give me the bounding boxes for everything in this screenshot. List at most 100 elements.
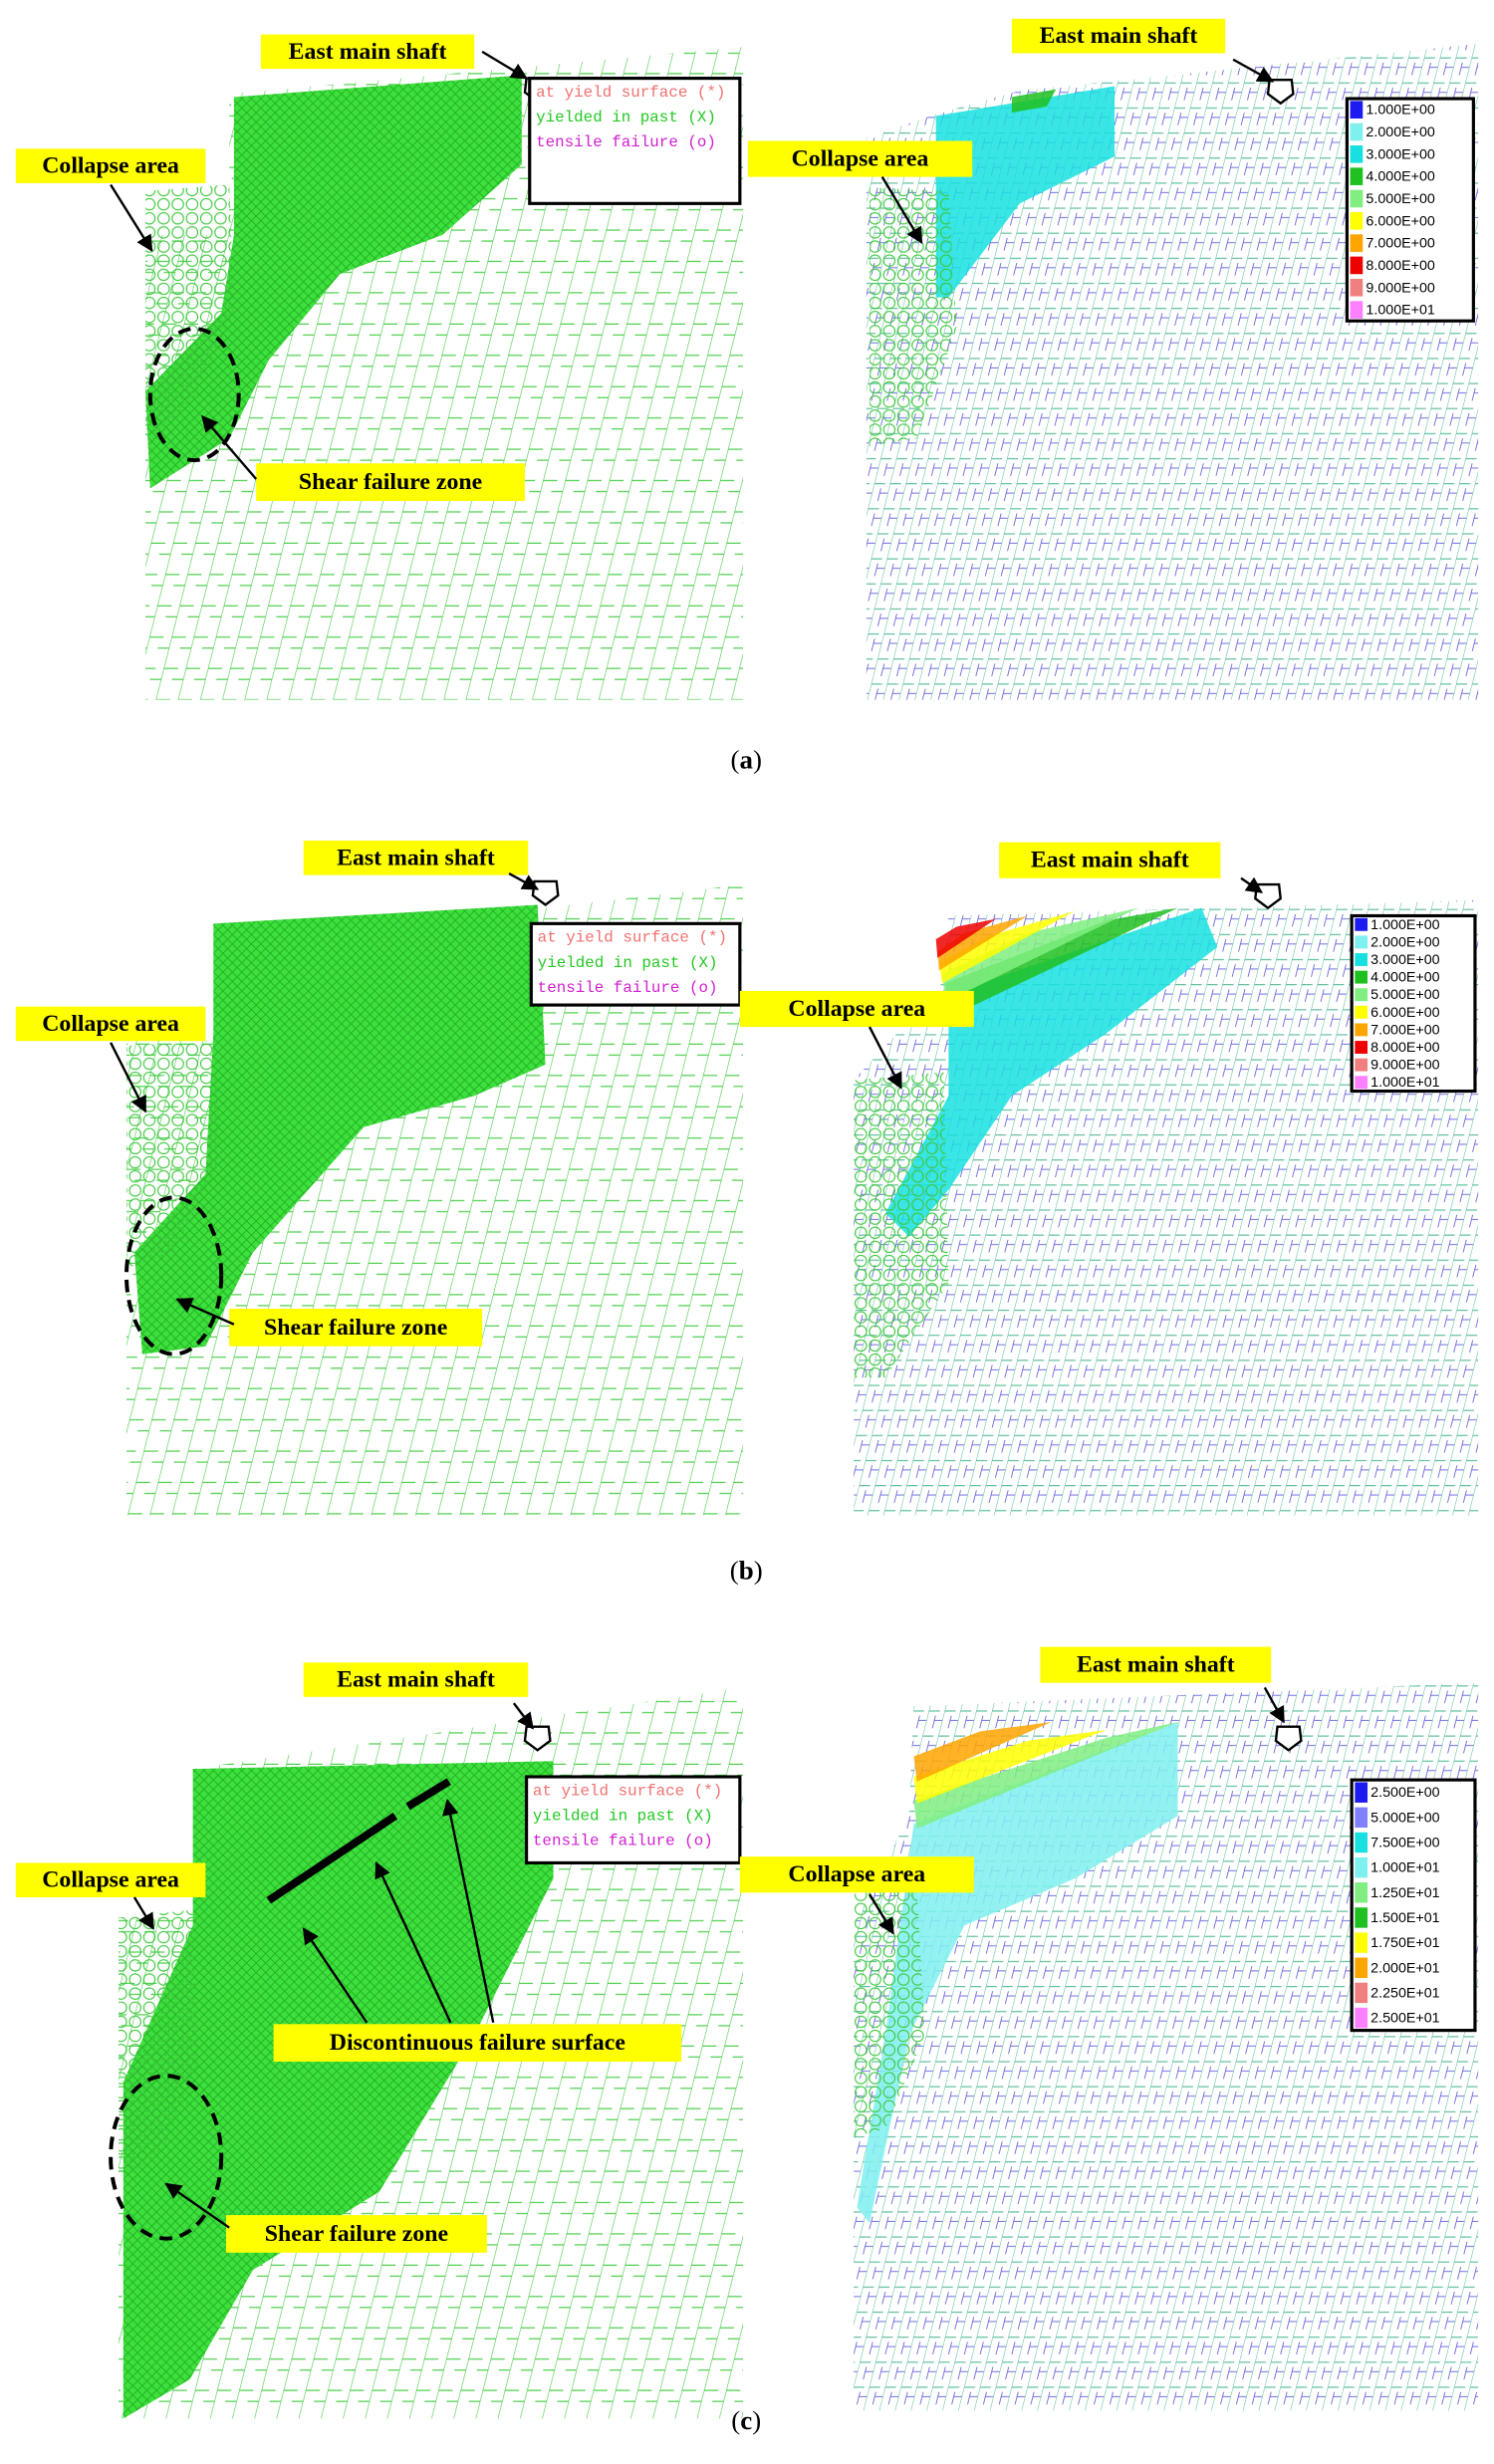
shear-label-box	[225, 2215, 487, 2253]
shaft-icon	[523, 1725, 552, 1752]
collapse-label: Collapse area	[42, 153, 179, 179]
contour-band	[935, 918, 996, 958]
contour-band	[938, 910, 1076, 984]
shaft-label-box	[1011, 18, 1226, 54]
legend-label: 1.000E+00	[1370, 917, 1440, 933]
arrow	[110, 1042, 147, 1113]
arrow	[302, 1927, 369, 2024]
caption-part: )	[753, 745, 762, 775]
contour-band	[937, 915, 1028, 971]
shaft-label: East main shaft	[1040, 23, 1198, 49]
legend-swatch	[1350, 278, 1364, 297]
failure-surface	[405, 1778, 451, 1811]
contour-band	[857, 1721, 1178, 2223]
arrow	[164, 2182, 230, 2229]
legend-swatch	[1355, 1023, 1369, 1037]
arrow	[508, 872, 540, 890]
legend-label: 6.000E+00	[1366, 213, 1435, 229]
collapse-label: Collapse area	[792, 146, 929, 172]
legend-label: 1.000E+01	[1370, 1860, 1440, 1876]
shaft-label-box	[303, 1662, 529, 1697]
legend-swatch	[1350, 123, 1364, 141]
caption-part: (	[731, 2405, 740, 2435]
arrow	[442, 1798, 495, 2023]
legend-swatch	[1355, 935, 1369, 949]
shear-zone-outline	[147, 327, 241, 463]
caption-part: (	[730, 745, 739, 775]
shaft-label: East main shaft	[1077, 1652, 1235, 1678]
legend-label: 7.000E+00	[1370, 1023, 1440, 1039]
contour-band	[1011, 89, 1057, 114]
legend-text: at yield surface (*)	[533, 1782, 722, 1800]
caption-part: c	[740, 2405, 752, 2435]
shear-label: Shear failure zone	[265, 2221, 448, 2247]
contour-band	[913, 1721, 1178, 1829]
collapse-area	[870, 187, 957, 446]
legend-label: 6.000E+00	[1370, 1005, 1440, 1021]
legend-label: 2.500E+01	[1370, 2011, 1440, 2027]
legend-swatch	[1350, 167, 1364, 185]
shaft-icon	[1274, 1725, 1303, 1752]
yielded-zone	[123, 1761, 554, 2419]
legend-text: yielded in past (X)	[533, 1807, 713, 1825]
legend-box	[524, 1775, 742, 1865]
legend-text: tensile failure (o)	[536, 133, 716, 151]
legend-swatch	[1350, 234, 1364, 252]
contour-band	[913, 1721, 1052, 1782]
legend-swatch	[1355, 970, 1369, 984]
shear-label: Shear failure zone	[264, 1315, 447, 1341]
arrow	[1232, 58, 1275, 83]
legend-label: 2.500E+00	[1370, 1785, 1440, 1801]
shaft-label: East main shaft	[1031, 848, 1189, 873]
mesh	[866, 44, 1479, 700]
legend-swatch	[1355, 1932, 1369, 1953]
shear-zone-outline	[109, 2074, 224, 2241]
legend-swatch	[1355, 988, 1369, 1002]
arrow	[110, 183, 153, 252]
arrow	[880, 176, 923, 245]
arrow	[175, 1298, 235, 1326]
contour-band	[945, 907, 1178, 1018]
collapse-label: Collapse area	[42, 1867, 179, 1893]
legend-label: 8.000E+00	[1370, 1040, 1440, 1056]
legend-label: 8.000E+00	[1366, 258, 1435, 274]
legend-box	[528, 77, 742, 205]
collapse-label-box	[739, 990, 974, 1028]
legend-swatch	[1350, 301, 1364, 319]
caption-part: (	[730, 1556, 739, 1586]
shear-label-box	[256, 463, 525, 501]
legend-swatch	[1355, 1058, 1369, 1072]
legend-swatch	[1350, 211, 1364, 230]
legend-box	[529, 921, 742, 1007]
legend-swatch	[1355, 953, 1369, 966]
collapse-label: Collapse area	[42, 1011, 179, 1037]
legend-label: 1.000E+00	[1366, 103, 1435, 119]
collapse-area	[119, 1909, 198, 2176]
legend-swatch	[1350, 101, 1364, 119]
legend-swatch	[1355, 1076, 1369, 1090]
shear-label-box	[229, 1309, 483, 1347]
legend-label: 1.750E+01	[1370, 1935, 1440, 1951]
legend-label: 2.000E+00	[1370, 934, 1440, 950]
shaft-label-box	[303, 841, 529, 875]
shaft-label: East main shaft	[289, 39, 447, 65]
legend-label: 3.000E+00	[1366, 146, 1435, 162]
collapse-label-box	[15, 1862, 206, 1898]
legend-box	[1350, 913, 1477, 1094]
legend-swatch	[1355, 1982, 1369, 2004]
legend-label: 4.000E+00	[1366, 169, 1435, 185]
legend-swatch	[1350, 256, 1364, 275]
collapse-label: Collapse area	[788, 1861, 925, 1887]
legend-box	[1345, 97, 1475, 323]
legend-swatch	[1355, 1882, 1369, 1903]
collapse-area	[125, 1041, 222, 1269]
legend-swatch	[1355, 1041, 1369, 1054]
legend-swatch	[1355, 1907, 1369, 1928]
caption-part: )	[754, 1556, 763, 1586]
caption: (a)	[730, 745, 761, 775]
shaft-label: East main shaft	[337, 845, 495, 870]
legend-swatch	[1350, 189, 1364, 208]
legend-label: 1.250E+01	[1370, 1885, 1440, 1901]
